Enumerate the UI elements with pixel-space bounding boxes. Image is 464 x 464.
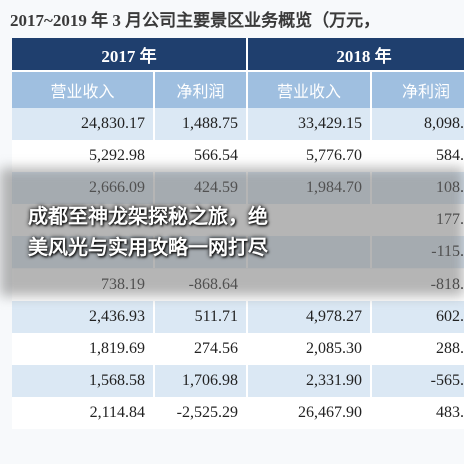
table-cell: 2,085.30 bbox=[248, 332, 372, 365]
overlay-text: 成都至神龙架探秘之旅，绝 bbox=[28, 204, 268, 228]
table-cell: 584.1 bbox=[372, 140, 464, 173]
column-header: 营业收入 bbox=[12, 70, 155, 108]
table-cell: 602.3 bbox=[372, 300, 464, 333]
table-cell: -2,525.29 bbox=[155, 396, 248, 429]
table-cell: 33,429.15 bbox=[248, 108, 372, 141]
column-header: 净利润 bbox=[155, 70, 248, 108]
table-cell: 1,706.98 bbox=[155, 364, 248, 397]
year-header: 2017 年 bbox=[12, 38, 248, 70]
table-cell: 1,488.75 bbox=[155, 108, 248, 141]
table-cell: 5,292.98 bbox=[12, 140, 155, 173]
table-cell: 4,978.27 bbox=[248, 300, 372, 333]
year-header: 2018 年 bbox=[248, 38, 464, 70]
table-title: 2017~2019 年 3 月公司主要景区业务概览（万元， bbox=[10, 11, 381, 30]
table-cell: 1,568.58 bbox=[12, 364, 155, 397]
column-header: 营业收入 bbox=[248, 70, 372, 108]
table-cell: 8,098.2 bbox=[372, 108, 464, 141]
table-cell: 2,114.84 bbox=[12, 396, 155, 429]
table-cell: 511.71 bbox=[155, 300, 248, 333]
table-cell: 1,819.69 bbox=[12, 332, 155, 365]
table-cell: 288.5 bbox=[372, 332, 464, 365]
table-cell: 274.56 bbox=[155, 332, 248, 365]
column-header: 净利润 bbox=[372, 70, 464, 108]
table-cell: -565.5 bbox=[372, 364, 464, 397]
table-cell: 566.54 bbox=[155, 140, 248, 173]
table-cell: 26,467.90 bbox=[248, 396, 372, 429]
table-cell: 2,436.93 bbox=[12, 300, 155, 333]
table-cell: 2,331.90 bbox=[248, 364, 372, 397]
table-cell: 483.1 bbox=[372, 396, 464, 429]
blur-band bbox=[0, 168, 464, 296]
table-cell: 5,776.70 bbox=[248, 140, 372, 173]
overlay-text: 美风光与实用攻略一网打尽 bbox=[28, 235, 268, 259]
table-cell: 24,830.17 bbox=[12, 108, 155, 141]
